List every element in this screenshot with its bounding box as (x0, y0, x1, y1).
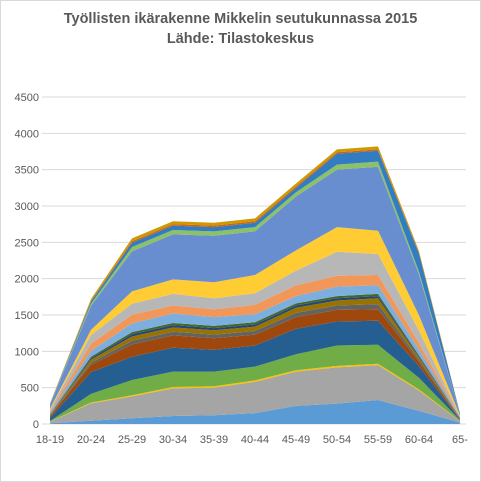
chart-subtitle: Lähde: Tilastokeskus (166, 31, 315, 47)
y-tick-label: 0 (33, 419, 39, 431)
x-tick-label: 35-39 (200, 434, 228, 446)
y-tick-label: 1500 (15, 310, 39, 322)
area-series-12 (50, 275, 460, 418)
x-tick-label: 40-44 (241, 434, 269, 446)
x-tick-label: 65- (452, 434, 468, 446)
area-series-15 (50, 166, 460, 416)
x-tick-label: 30-34 (159, 434, 187, 446)
x-axis-tick-labels: 18-19 20-24 25-29 30-34 35-39 40-44 45-49 50-54… (36, 434, 468, 446)
y-axis-tick-labels: 0 500 1000 1500 2000 2500 3000 3500 4000 4500 (15, 92, 39, 431)
x-tick-label: 60-64 (405, 434, 433, 446)
area-series-1 (50, 400, 460, 424)
y-tick-label: 3500 (15, 165, 39, 177)
x-tick-label: 20-24 (77, 434, 105, 446)
y-tick-label: 2000 (15, 274, 39, 286)
area-series (50, 146, 460, 424)
x-tick-label: 18-19 (36, 434, 64, 446)
area-series-2 (50, 365, 460, 424)
y-tick-label: 4000 (15, 128, 39, 140)
y-tick-label: 4500 (15, 92, 39, 104)
y-tick-label: 500 (21, 383, 39, 395)
y-tick-label: 3000 (15, 201, 39, 213)
area-series-5 (50, 320, 460, 421)
x-tick-label: 45-49 (282, 434, 310, 446)
x-tick-label: 50-54 (323, 434, 351, 446)
y-tick-label: 2500 (15, 237, 39, 249)
area-series-4 (50, 344, 460, 422)
x-tick-label: 25-29 (118, 434, 146, 446)
chart-title: Työllisten ikärakenne Mikkelin seutukunn… (63, 11, 418, 27)
y-tick-label: 1000 (15, 346, 39, 358)
x-tick-label: 55-59 (364, 434, 392, 446)
